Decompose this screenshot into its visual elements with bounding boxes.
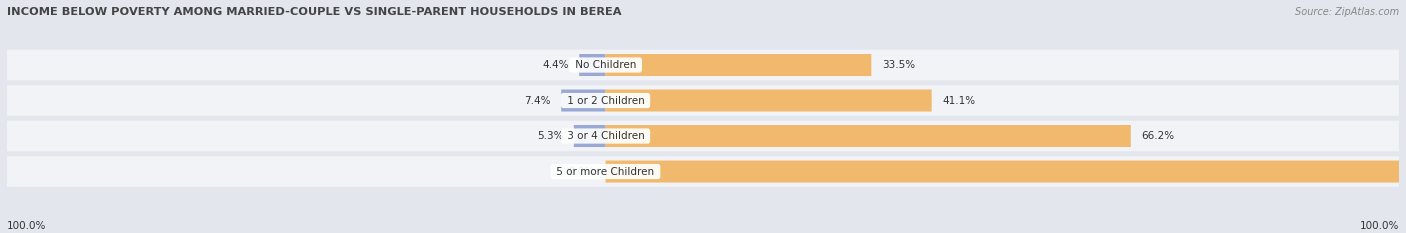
Text: 100.0%: 100.0%	[1360, 221, 1399, 231]
Text: 7.4%: 7.4%	[524, 96, 551, 106]
Text: 0.0%: 0.0%	[569, 167, 595, 177]
Text: Source: ZipAtlas.com: Source: ZipAtlas.com	[1295, 7, 1399, 17]
FancyBboxPatch shape	[561, 89, 606, 112]
Text: 66.2%: 66.2%	[1142, 131, 1174, 141]
FancyBboxPatch shape	[606, 54, 872, 76]
Text: 4.4%: 4.4%	[543, 60, 569, 70]
Text: 5 or more Children: 5 or more Children	[554, 167, 658, 177]
FancyBboxPatch shape	[7, 121, 1399, 151]
FancyBboxPatch shape	[606, 89, 932, 112]
FancyBboxPatch shape	[7, 156, 1399, 187]
Text: 1 or 2 Children: 1 or 2 Children	[564, 96, 648, 106]
Text: No Children: No Children	[572, 60, 640, 70]
FancyBboxPatch shape	[579, 54, 606, 76]
Text: 3 or 4 Children: 3 or 4 Children	[564, 131, 648, 141]
Text: INCOME BELOW POVERTY AMONG MARRIED-COUPLE VS SINGLE-PARENT HOUSEHOLDS IN BEREA: INCOME BELOW POVERTY AMONG MARRIED-COUPL…	[7, 7, 621, 17]
Text: 5.3%: 5.3%	[537, 131, 564, 141]
FancyBboxPatch shape	[7, 85, 1399, 116]
Text: 33.5%: 33.5%	[882, 60, 915, 70]
Text: 41.1%: 41.1%	[942, 96, 976, 106]
FancyBboxPatch shape	[7, 50, 1399, 80]
FancyBboxPatch shape	[606, 125, 1130, 147]
Text: 100.0%: 100.0%	[7, 221, 46, 231]
FancyBboxPatch shape	[606, 161, 1399, 182]
FancyBboxPatch shape	[574, 125, 606, 147]
